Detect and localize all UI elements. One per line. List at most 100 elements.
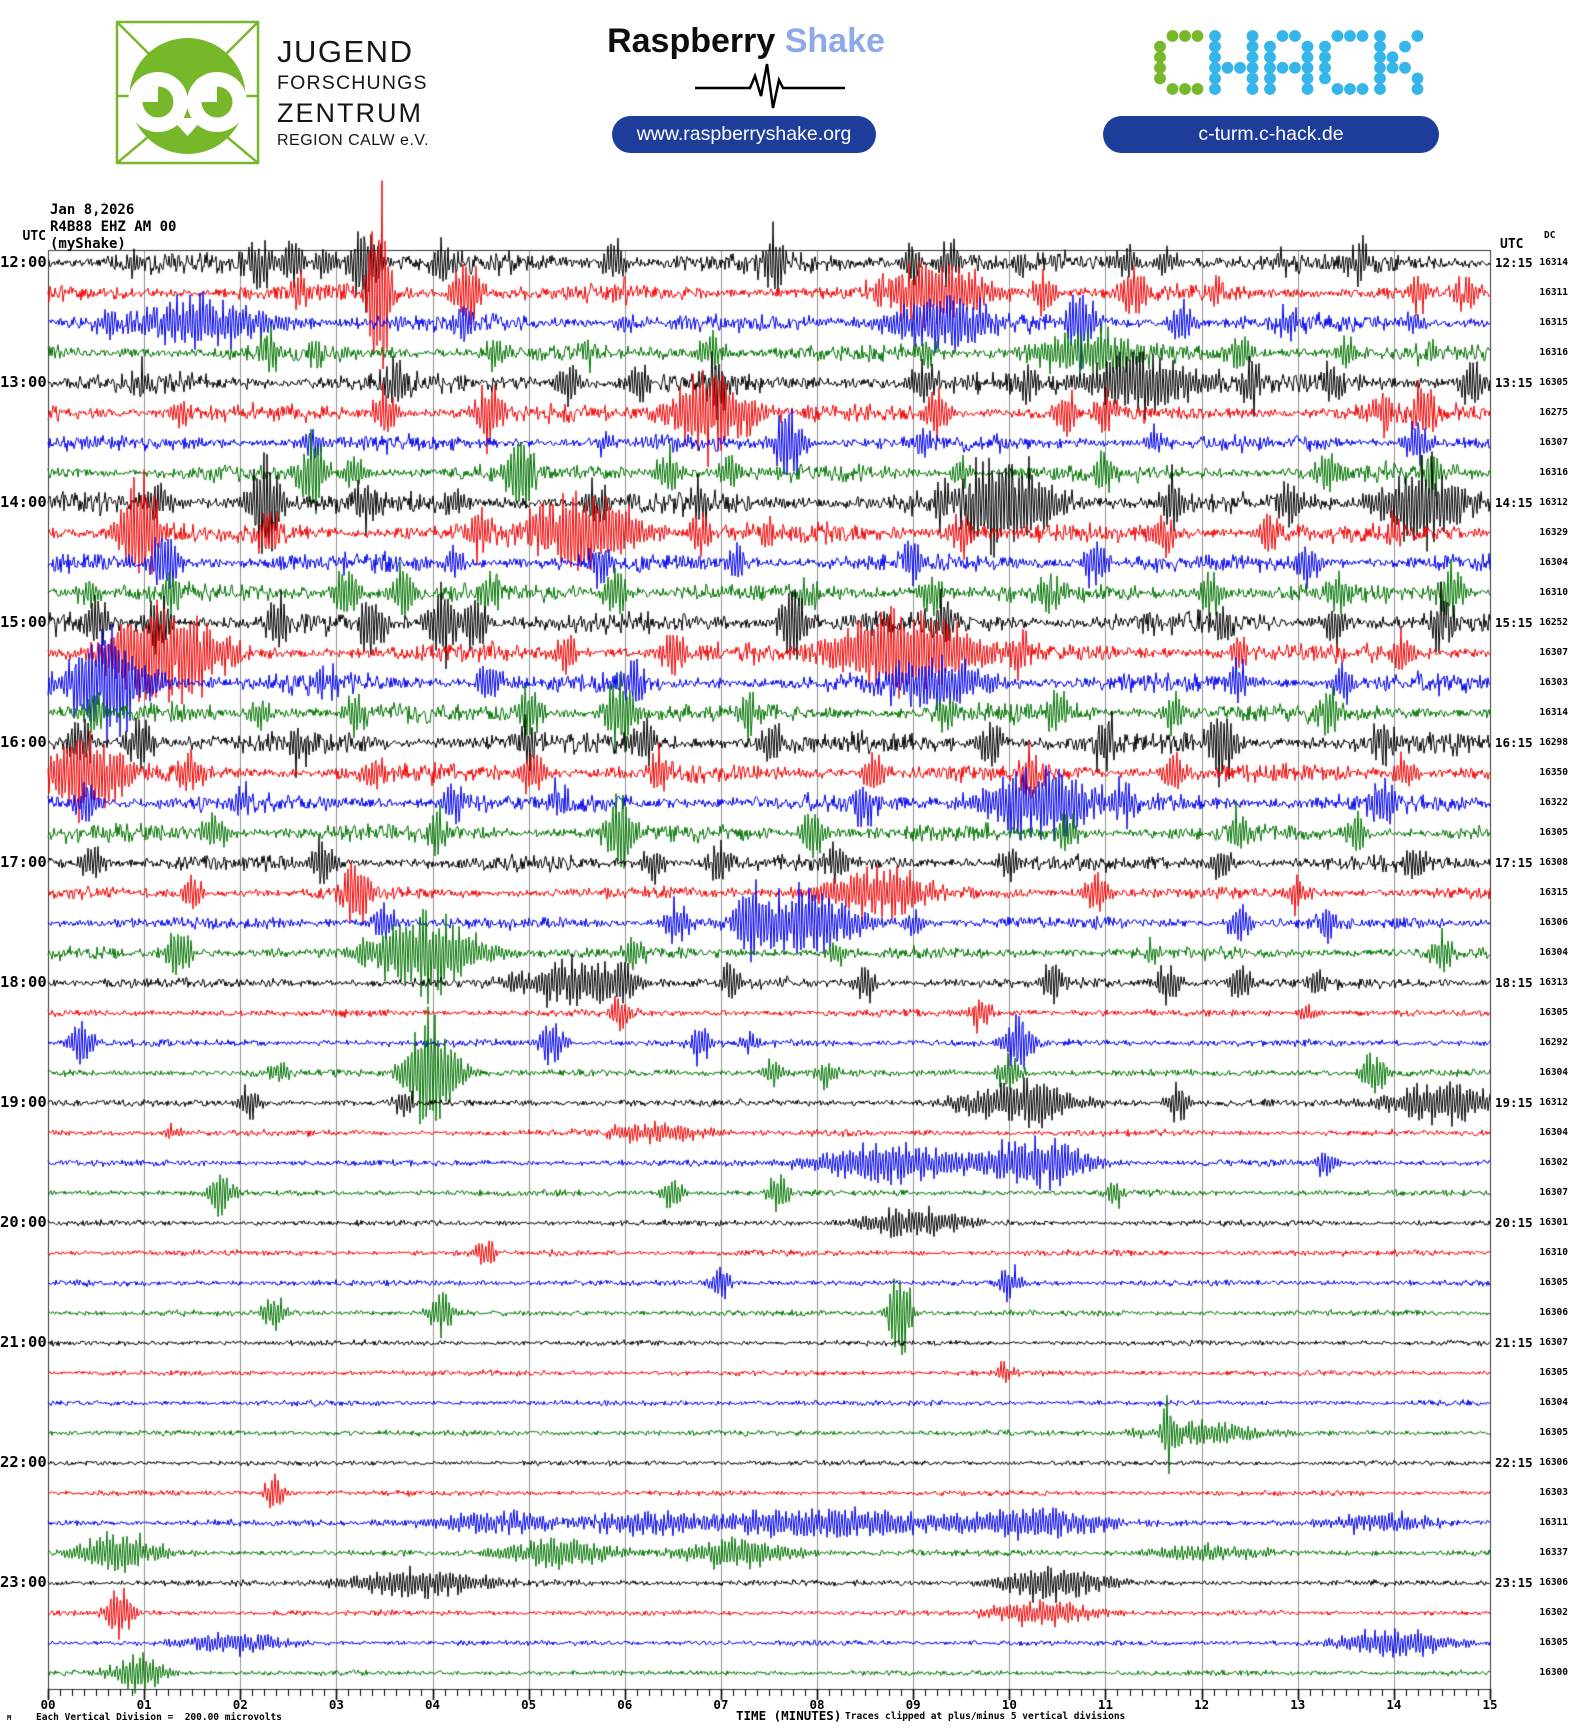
raspberryshake-url-button[interactable]: www.raspberryshake.org <box>612 116 876 153</box>
jugend-line1: JUGEND <box>277 34 414 69</box>
dc-value-row-9: 16329 <box>1539 527 1568 538</box>
dc-value-row-4: 16305 <box>1539 377 1568 388</box>
hour-label-left-12:00: 12:00 <box>0 253 47 271</box>
dc-value-row-22: 16306 <box>1539 917 1568 928</box>
x-tick-label-04: 04 <box>425 1697 441 1712</box>
hour-label-left-23:00: 23:00 <box>0 1573 47 1591</box>
plot-date: Jan 8,2026 <box>50 202 135 218</box>
clipping-note: Traces clipped at plus/minus 5 vertical … <box>845 1711 1126 1722</box>
dc-value-row-31: 16307 <box>1539 1187 1568 1198</box>
plot-network: (myShake) <box>50 236 126 252</box>
jugend-line4: REGION CALW e.V. <box>277 131 430 149</box>
dc-value-row-23: 16304 <box>1539 947 1568 958</box>
dc-value-row-10: 16304 <box>1539 557 1568 568</box>
chack-url-label: c-turm.c-hack.de <box>1198 123 1344 145</box>
dc-value-row-2: 16315 <box>1539 317 1568 328</box>
dc-value-row-6: 16307 <box>1539 437 1568 448</box>
hour-label-left-20:00: 20:00 <box>0 1213 47 1231</box>
dc-value-row-11: 16310 <box>1539 587 1568 598</box>
plot-station: R4B88 EHZ AM 00 <box>50 219 177 235</box>
dc-value-row-20: 16308 <box>1539 857 1568 868</box>
dc-value-row-12: 16252 <box>1539 617 1568 628</box>
jugend-logo-text: JUGEND FORSCHUNGS ZENTRUM REGION CALW e.… <box>277 36 429 149</box>
hour-label-right-16:15: 16:15 <box>1495 735 1533 750</box>
hour-label-right-23:15: 23:15 <box>1495 1575 1533 1590</box>
dc-value-row-18: 16322 <box>1539 797 1568 808</box>
chack-logo-icon <box>1154 30 1424 95</box>
dc-value-row-25: 16305 <box>1539 1007 1568 1018</box>
x-tick-label-14: 14 <box>1386 1697 1402 1712</box>
x-tick-label-09: 09 <box>905 1697 921 1712</box>
vertical-division-note: Each Vertical Division = 200.00 microvol… <box>36 1712 282 1723</box>
hour-label-left-22:00: 22:00 <box>0 1453 47 1471</box>
hour-label-right-14:15: 14:15 <box>1495 495 1533 510</box>
footer-corner-mark: M <box>7 1714 12 1722</box>
dc-value-row-8: 16312 <box>1539 497 1568 508</box>
x-tick-label-15: 15 <box>1482 1697 1498 1712</box>
dc-value-row-34: 16305 <box>1539 1277 1568 1288</box>
dc-value-row-30: 16302 <box>1539 1157 1568 1168</box>
dc-value-row-42: 16311 <box>1539 1517 1568 1528</box>
hour-label-left-17:00: 17:00 <box>0 853 47 871</box>
dc-value-row-26: 16292 <box>1539 1037 1568 1048</box>
x-tick-label-06: 06 <box>617 1697 633 1712</box>
hour-label-left-13:00: 13:00 <box>0 373 47 391</box>
dc-column-header: DC <box>1544 230 1556 241</box>
utc-label-right: UTC <box>1500 237 1524 252</box>
dc-value-row-15: 16314 <box>1539 707 1568 718</box>
raspberry-shake-word1: Raspberry <box>607 22 776 60</box>
dc-value-row-36: 16307 <box>1539 1337 1568 1348</box>
hour-label-right-22:15: 22:15 <box>1495 1455 1533 1470</box>
raspberry-shake-word2: Shake <box>775 22 885 60</box>
jugend-line2: FORSCHUNGS <box>277 72 428 94</box>
dc-value-row-19: 16305 <box>1539 827 1568 838</box>
x-tick-label-08: 08 <box>809 1697 825 1712</box>
hour-label-right-15:15: 15:15 <box>1495 615 1533 630</box>
dc-value-row-45: 16302 <box>1539 1607 1568 1618</box>
dc-value-row-16: 16298 <box>1539 737 1568 748</box>
dc-value-row-0: 16314 <box>1539 257 1568 268</box>
dc-value-row-41: 16303 <box>1539 1487 1568 1498</box>
dc-value-row-40: 16306 <box>1539 1457 1568 1468</box>
raspberryshake-url-label: www.raspberryshake.org <box>636 123 852 145</box>
dc-value-row-27: 16304 <box>1539 1067 1568 1078</box>
chack-url-button[interactable]: c-turm.c-hack.de <box>1103 116 1439 153</box>
x-tick-label-07: 07 <box>713 1697 729 1712</box>
raspberry-shake-logo: Raspberry Shake <box>560 22 932 61</box>
hour-label-right-12:15: 12:15 <box>1495 255 1533 270</box>
dc-value-row-28: 16312 <box>1539 1097 1568 1108</box>
dc-value-row-14: 16303 <box>1539 677 1568 688</box>
dc-value-row-37: 16305 <box>1539 1367 1568 1378</box>
dc-value-row-43: 16337 <box>1539 1547 1568 1558</box>
hour-label-right-20:15: 20:15 <box>1495 1215 1533 1230</box>
dc-value-row-35: 16306 <box>1539 1307 1568 1318</box>
x-tick-label-01: 01 <box>136 1697 152 1712</box>
jugend-line3: ZENTRUM <box>277 97 423 128</box>
hour-label-left-21:00: 21:00 <box>0 1333 47 1351</box>
hour-label-left-18:00: 18:00 <box>0 973 47 991</box>
x-tick-label-02: 02 <box>232 1697 248 1712</box>
dc-value-row-24: 16313 <box>1539 977 1568 988</box>
dc-value-row-1: 16311 <box>1539 287 1568 298</box>
x-tick-label-10: 10 <box>1001 1697 1017 1712</box>
hour-label-left-19:00: 19:00 <box>0 1093 47 1111</box>
x-axis-title: TIME (MINUTES) <box>736 1708 842 1723</box>
raspberry-shake-wave-icon <box>695 63 845 109</box>
x-tick-label-00: 00 <box>40 1697 56 1712</box>
hour-label-right-17:15: 17:15 <box>1495 855 1533 870</box>
hour-label-left-16:00: 16:00 <box>0 733 47 751</box>
dc-value-row-21: 16315 <box>1539 887 1568 898</box>
hour-label-left-15:00: 15:00 <box>0 613 47 631</box>
hour-label-right-13:15: 13:15 <box>1495 375 1533 390</box>
utc-label-left: UTC <box>22 229 46 244</box>
dc-value-row-5: 16275 <box>1539 407 1568 418</box>
x-tick-label-12: 12 <box>1194 1697 1210 1712</box>
hour-label-left-14:00: 14:00 <box>0 493 47 511</box>
dc-value-row-47: 16300 <box>1539 1667 1568 1678</box>
dc-value-row-38: 16304 <box>1539 1397 1568 1408</box>
dc-value-row-17: 16350 <box>1539 767 1568 778</box>
x-tick-label-13: 13 <box>1290 1697 1306 1712</box>
dc-value-row-29: 16304 <box>1539 1127 1568 1138</box>
